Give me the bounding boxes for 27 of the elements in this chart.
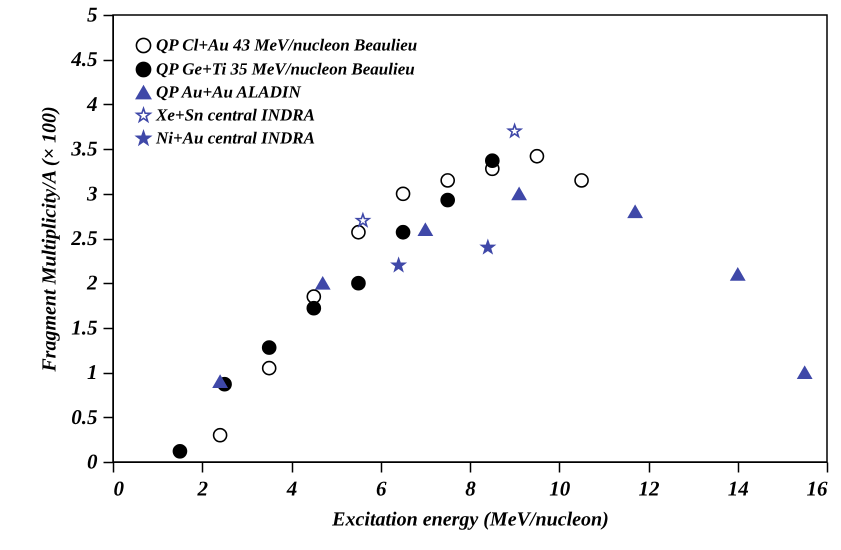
x-tick-label: 16	[806, 476, 828, 500]
y-tick-label: 3.5	[70, 136, 98, 161]
x-tick-label: 10	[549, 476, 571, 500]
legend-label: QP Ge+Ti 35 MeV/nucleon Beaulieu	[156, 60, 415, 78]
y-tick-label: 0.5	[71, 404, 98, 429]
y-tick-label: 5	[87, 2, 98, 26]
y-tick-label: 2.5	[70, 226, 98, 250]
y-tick-label: 1	[87, 360, 98, 384]
x-axis-title: Excitation energy (MeV/nucleon)	[331, 508, 609, 530]
y-tick-label: 2	[86, 270, 98, 295]
y-tick-label: 4.5	[70, 47, 98, 72]
legend-label: Xe+Sn central INDRA	[155, 106, 315, 124]
x-tick-label: 8	[465, 476, 476, 500]
x-tick-label: 2	[196, 476, 208, 500]
legend-label: QP Cl+Au 43 MeV/nucleon Beaulieu	[156, 36, 418, 54]
y-tick-label: 4	[86, 92, 98, 116]
x-tick-label: 6	[376, 476, 387, 500]
x-tick-label: 14	[728, 476, 749, 500]
x-tick-label: 12	[638, 476, 660, 500]
x-tick-label: 0	[114, 476, 124, 500]
legend-label: QP Au+Au ALADIN	[156, 82, 302, 102]
y-tick-label: 3	[86, 181, 98, 206]
x-tick-label: 4	[286, 476, 298, 500]
y-axis-title: Fragment Multiplicity/A (× 100)	[38, 106, 60, 373]
y-tick-label: 1.5	[71, 315, 98, 340]
y-tick-label: 0	[87, 450, 98, 474]
legend-label: Ni+Au central INDRA	[155, 128, 315, 148]
